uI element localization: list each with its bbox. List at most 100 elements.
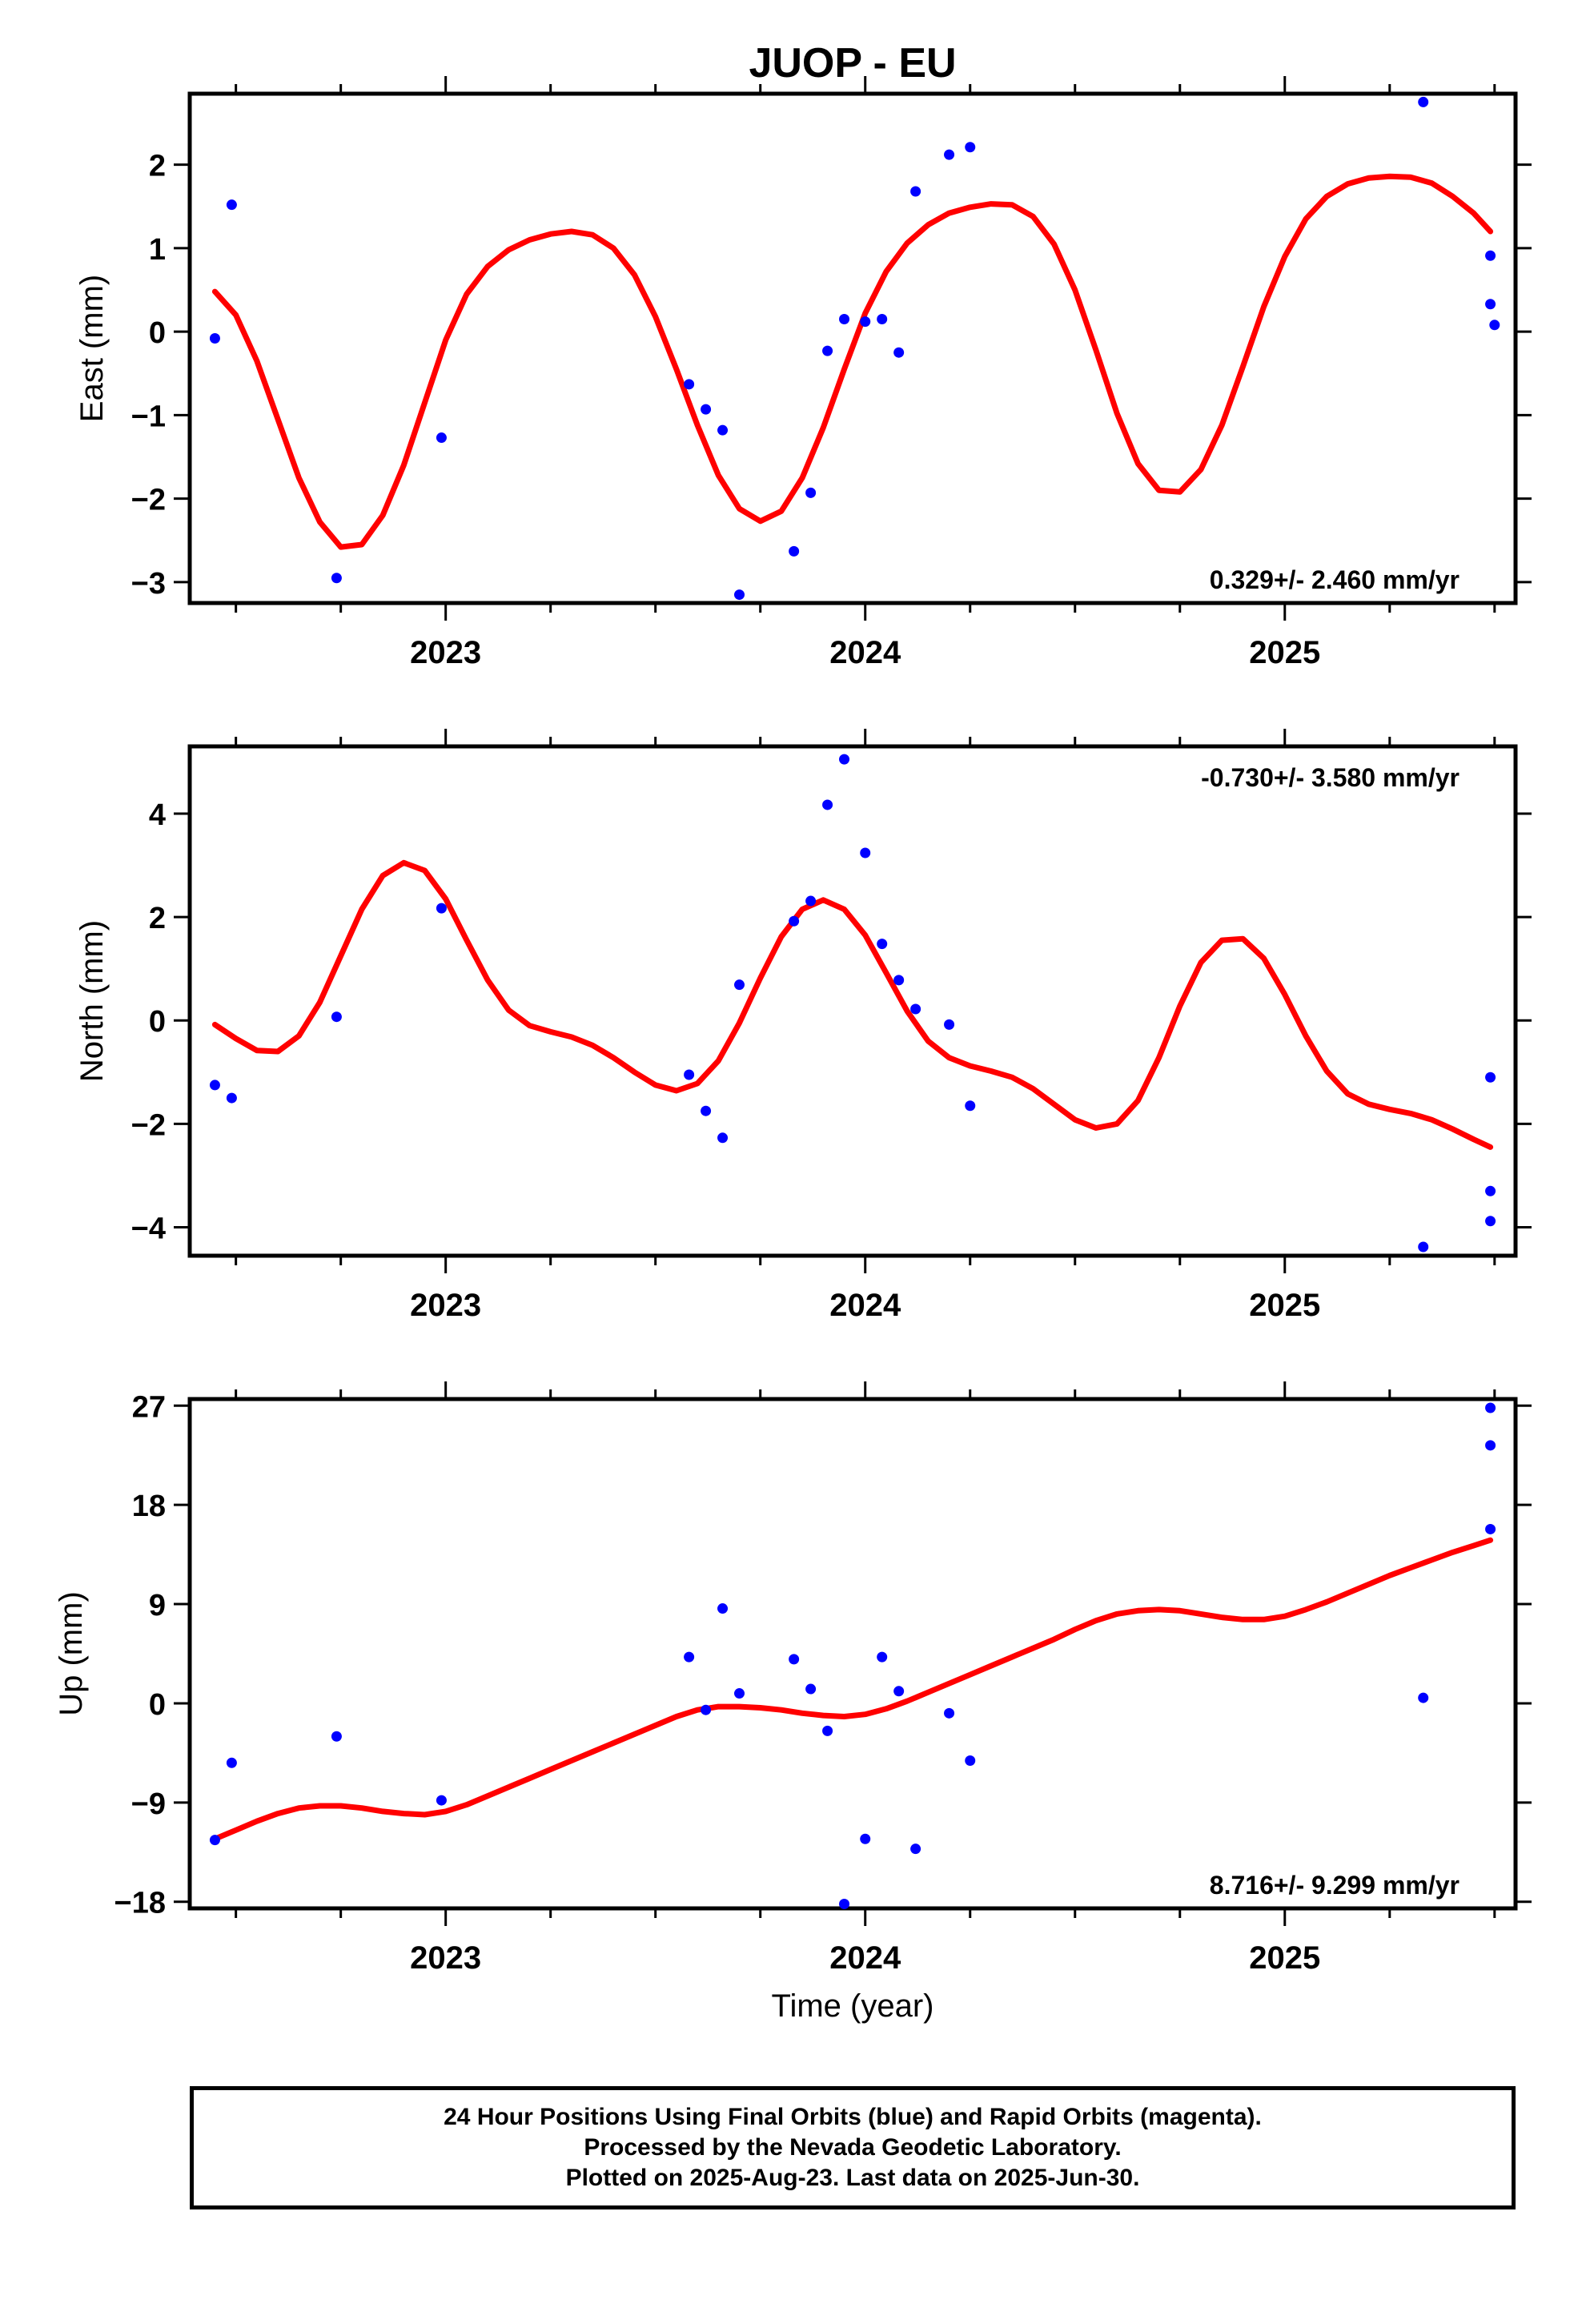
north-data-point <box>1485 1185 1496 1196</box>
east-data-point <box>209 332 220 344</box>
up-data-point <box>1485 1440 1496 1451</box>
east-ylabel: East (mm) <box>74 275 110 422</box>
up-data-point <box>877 1651 888 1663</box>
up-data-point <box>684 1651 695 1663</box>
east-data-point <box>1418 96 1429 107</box>
north-ylabel: North (mm) <box>74 920 110 1082</box>
east-data-point <box>822 345 833 356</box>
north-data-point <box>734 979 745 991</box>
north-data-point <box>965 1100 976 1112</box>
east-data-point <box>789 545 800 557</box>
north-panel: 2023 2024 2025 4 2 0 −2 −4 North (mm) -0.730+/- 3… <box>74 729 1532 1323</box>
east-ytick-label: 1 <box>149 233 166 267</box>
up-data-point <box>226 1757 237 1768</box>
east-fit-line <box>211 173 1494 550</box>
up-data-point <box>701 1704 712 1715</box>
up-data-point <box>734 1688 745 1699</box>
up-frame <box>187 1397 1518 1911</box>
east-xtick-label: 2024 <box>829 635 901 670</box>
up-xtick-label: 2023 <box>410 1940 481 1976</box>
north-data-point <box>701 1105 712 1116</box>
up-data-point <box>1418 1692 1429 1703</box>
up-data-point <box>1485 1523 1496 1534</box>
north-data-point <box>1485 1072 1496 1083</box>
east-data-point <box>701 404 712 415</box>
east-data-point <box>734 589 745 601</box>
up-data-point <box>717 1603 729 1614</box>
up-xtick-label: 2024 <box>829 1940 901 1976</box>
east-data-point <box>436 432 447 444</box>
east-xtick-label: 2023 <box>410 635 481 670</box>
north-data-point <box>436 903 447 914</box>
east-data-point <box>877 314 888 325</box>
north-data-point <box>717 1132 729 1144</box>
east-rate-label: 0.329+/- 2.460 mm/yr <box>1210 565 1460 594</box>
east-data-point <box>717 424 729 436</box>
east-data-point <box>1485 250 1496 261</box>
north-data-point <box>684 1069 695 1080</box>
east-ytick-label: −1 <box>131 400 166 433</box>
east-data-point <box>1485 299 1496 310</box>
east-data-point <box>910 186 921 197</box>
north-ytick-label: 2 <box>149 902 166 935</box>
east-ytick-label: 2 <box>149 150 166 183</box>
up-ytick-label: 0 <box>149 1688 166 1722</box>
north-data-point <box>839 754 850 765</box>
north-ytick-label: −4 <box>131 1212 166 1245</box>
footer-line-2: Processed by the Nevada Geodetic Laborat… <box>584 2134 1122 2161</box>
east-ytick-label: −3 <box>131 567 166 601</box>
east-data-point <box>1489 320 1500 331</box>
up-data-point <box>839 1898 850 1909</box>
east-data-point <box>860 316 871 328</box>
east-data-point <box>944 149 955 160</box>
up-ylabel: Up (mm) <box>54 1591 89 1716</box>
north-data-point <box>910 1003 921 1015</box>
up-data-point <box>822 1725 833 1736</box>
chart-title: JUOP - EU <box>749 40 956 86</box>
up-ytick-label: 9 <box>149 1589 166 1622</box>
north-xtick-label: 2024 <box>829 1288 901 1323</box>
north-frame <box>187 744 1518 1258</box>
north-data-point <box>893 975 905 986</box>
north-ytick-label: 4 <box>149 798 166 832</box>
east-frame <box>187 91 1518 605</box>
east-data-point <box>331 573 342 584</box>
up-xlabel: Time (year) <box>772 1988 934 2024</box>
north-data-point <box>822 799 833 810</box>
east-ytick-label: −2 <box>131 484 166 517</box>
north-data-point <box>226 1092 237 1104</box>
up-rate-label: 8.716+/- 9.299 mm/yr <box>1210 1871 1460 1900</box>
north-data-point <box>789 915 800 927</box>
north-xtick-label: 2023 <box>410 1288 481 1323</box>
footer-line-1: 24 Hour Positions Using Final Orbits (bl… <box>444 2104 1262 2130</box>
up-data-point <box>436 1795 447 1806</box>
up-ytick-label: −18 <box>114 1887 166 1920</box>
north-ytick-label: 0 <box>149 1005 166 1039</box>
east-data-point <box>684 379 695 390</box>
east-data-point <box>805 487 817 498</box>
up-ytick-label: −9 <box>131 1787 166 1821</box>
north-data-point <box>944 1019 955 1030</box>
up-fit-line <box>211 1537 1494 1842</box>
up-data-point <box>965 1755 976 1767</box>
north-xtick-label: 2025 <box>1249 1288 1320 1323</box>
up-data-point <box>944 1707 955 1719</box>
footer-line-3: Plotted on 2025-Aug-23. Last data on 202… <box>565 2165 1140 2191</box>
up-xtick-label: 2025 <box>1249 1940 1320 1976</box>
footer-box: 24 Hour Positions Using Final Orbits (bl… <box>190 2086 1516 2209</box>
north-fit-line <box>211 859 1494 1150</box>
up-data-point <box>805 1683 817 1695</box>
up-ytick-label: 27 <box>132 1390 166 1424</box>
east-data-point <box>839 314 850 325</box>
north-data-point <box>805 895 817 907</box>
east-data-point <box>893 347 905 358</box>
north-ytick-label: −2 <box>131 1108 166 1142</box>
north-rate-label: -0.730+/- 3.580 mm/yr <box>1201 763 1460 792</box>
up-data-point <box>1485 1402 1496 1413</box>
north-data-point <box>1485 1216 1496 1227</box>
east-data-point <box>965 142 976 153</box>
up-data-point <box>331 1731 342 1742</box>
up-data-point <box>860 1833 871 1844</box>
up-data-point <box>789 1654 800 1665</box>
